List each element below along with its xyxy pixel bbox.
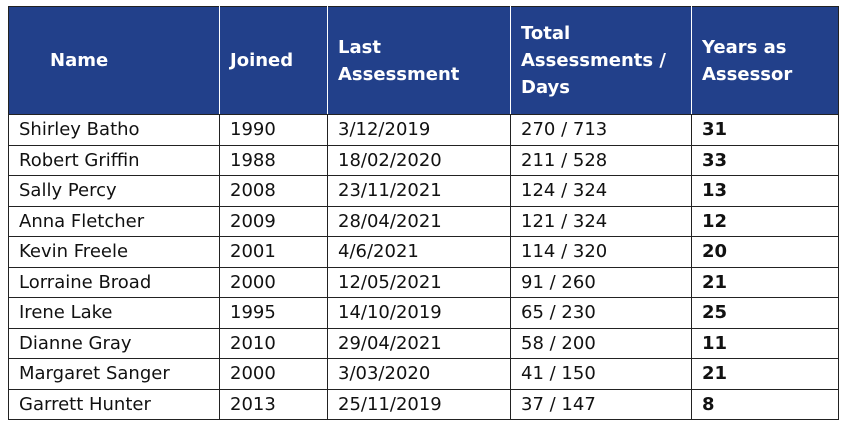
- header-line: Assessment: [338, 63, 460, 85]
- cell-total-assessments-days: 65 / 230: [510, 297, 692, 329]
- cell-years-as-assessor: 21: [691, 266, 839, 298]
- cell-last-assessment: 25/11/2019: [327, 388, 511, 420]
- cell-name: Lorraine Broad: [8, 266, 220, 298]
- cell-last-assessment: 12/05/2021: [327, 266, 511, 298]
- cell-last-assessment: 23/11/2021: [327, 175, 511, 207]
- cell-name: Dianne Gray: [8, 327, 220, 359]
- table-row: Sally Percy 2008 23/11/2021 124 / 324 13: [8, 175, 839, 207]
- cell-total-assessments-days: 58 / 200: [510, 327, 692, 359]
- cell-name: Anna Fletcher: [8, 205, 220, 237]
- cell-total-assessments-days: 41 / 150: [510, 358, 692, 390]
- cell-last-assessment: 29/04/2021: [327, 327, 511, 359]
- assessor-table: Name Joined Last Assessment Total Assess…: [8, 6, 839, 420]
- header-row: Name Joined Last Assessment Total Assess…: [8, 6, 839, 115]
- cell-years-as-assessor: 21: [691, 358, 839, 390]
- cell-joined: 1988: [219, 144, 328, 176]
- cell-years-as-assessor: 11: [691, 327, 839, 359]
- cell-joined: 2000: [219, 266, 328, 298]
- cell-last-assessment: 3/03/2020: [327, 358, 511, 390]
- cell-joined: 2009: [219, 205, 328, 237]
- cell-total-assessments-days: 211 / 528: [510, 144, 692, 176]
- cell-joined: 1990: [219, 114, 328, 146]
- cell-years-as-assessor: 31: [691, 114, 839, 146]
- cell-joined: 2010: [219, 327, 328, 359]
- table-row: Anna Fletcher 2009 28/04/2021 121 / 324 …: [8, 205, 839, 237]
- header-line: Name: [50, 50, 109, 71]
- cell-name: Robert Griffin: [8, 144, 220, 176]
- cell-name: Kevin Freele: [8, 236, 220, 268]
- header-line: Days: [521, 77, 570, 98]
- cell-years-as-assessor: 12: [691, 205, 839, 237]
- cell-years-as-assessor: 13: [691, 175, 839, 207]
- cell-joined: 2013: [219, 388, 328, 420]
- cell-name: Margaret Sanger: [8, 358, 220, 390]
- header-line: Assessments /: [521, 50, 666, 71]
- column-header-joined: Joined: [219, 6, 328, 115]
- table-row: Margaret Sanger 2000 3/03/2020 41 / 150 …: [8, 358, 839, 390]
- cell-total-assessments-days: 91 / 260: [510, 266, 692, 298]
- column-header-last-assessment: Last Assessment: [327, 6, 511, 115]
- cell-years-as-assessor: 8: [691, 388, 839, 420]
- table-row: Irene Lake 1995 14/10/2019 65 / 230 25: [8, 297, 839, 329]
- header-line: Last: [338, 36, 381, 58]
- cell-name: Irene Lake: [8, 297, 220, 329]
- cell-name: Shirley Batho: [8, 114, 220, 146]
- cell-total-assessments-days: 270 / 713: [510, 114, 692, 146]
- cell-total-assessments-days: 114 / 320: [510, 236, 692, 268]
- cell-last-assessment: 4/6/2021: [327, 236, 511, 268]
- cell-joined: 1995: [219, 297, 328, 329]
- table-row: Garrett Hunter 2013 25/11/2019 37 / 147 …: [8, 388, 839, 420]
- column-header-total-assessments-days: Total Assessments / Days: [510, 6, 692, 115]
- table-row: Kevin Freele 2001 4/6/2021 114 / 320 20: [8, 236, 839, 268]
- header-line: Assessor: [702, 63, 793, 85]
- header-line: Years as: [702, 36, 787, 58]
- table-row: Shirley Batho 1990 3/12/2019 270 / 713 3…: [8, 114, 839, 146]
- header-line: Joined: [230, 50, 294, 71]
- cell-last-assessment: 18/02/2020: [327, 144, 511, 176]
- cell-joined: 2008: [219, 175, 328, 207]
- header-line: Total: [521, 23, 571, 44]
- cell-years-as-assessor: 33: [691, 144, 839, 176]
- cell-last-assessment: 28/04/2021: [327, 205, 511, 237]
- cell-total-assessments-days: 124 / 324: [510, 175, 692, 207]
- cell-name: Garrett Hunter: [8, 388, 220, 420]
- cell-last-assessment: 14/10/2019: [327, 297, 511, 329]
- table-row: Dianne Gray 2010 29/04/2021 58 / 200 11: [8, 327, 839, 359]
- table-row: Lorraine Broad 2000 12/05/2021 91 / 260 …: [8, 266, 839, 298]
- cell-last-assessment: 3/12/2019: [327, 114, 511, 146]
- cell-years-as-assessor: 25: [691, 297, 839, 329]
- cell-total-assessments-days: 37 / 147: [510, 388, 692, 420]
- column-header-name: Name: [8, 6, 220, 115]
- cell-joined: 2000: [219, 358, 328, 390]
- column-header-years-as-assessor: Years as Assessor: [691, 6, 839, 115]
- cell-name: Sally Percy: [8, 175, 220, 207]
- cell-joined: 2001: [219, 236, 328, 268]
- cell-years-as-assessor: 20: [691, 236, 839, 268]
- table-row: Robert Griffin 1988 18/02/2020 211 / 528…: [8, 144, 839, 176]
- cell-total-assessments-days: 121 / 324: [510, 205, 692, 237]
